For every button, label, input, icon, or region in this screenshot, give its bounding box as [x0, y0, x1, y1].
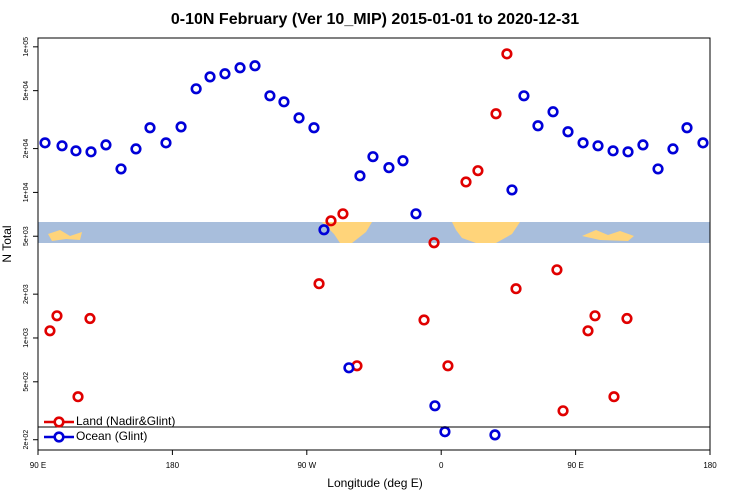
- point: [562, 126, 574, 138]
- point: [337, 208, 349, 220]
- y-tick-label: 1e+05: [23, 37, 30, 57]
- point: [439, 426, 451, 438]
- x-tick-label: 90 E: [30, 461, 46, 470]
- point: [622, 146, 634, 158]
- point: [70, 145, 82, 157]
- point: [490, 108, 502, 120]
- point: [589, 310, 601, 322]
- point: [115, 163, 127, 175]
- point: [667, 143, 679, 155]
- point: [318, 224, 330, 236]
- point: [100, 139, 112, 151]
- x-tick-label: 180: [166, 461, 180, 470]
- point: [343, 362, 355, 374]
- point: [144, 122, 156, 134]
- point: [190, 83, 202, 95]
- point: [510, 283, 522, 295]
- point: [354, 170, 366, 182]
- point: [85, 146, 97, 158]
- point: [652, 163, 664, 175]
- map-land: [582, 230, 634, 241]
- y-tick-label: 1e+03: [23, 328, 30, 348]
- y-tick-label: 5e+02: [23, 372, 30, 392]
- map-land: [48, 230, 82, 241]
- point: [607, 145, 619, 157]
- point: [325, 215, 337, 227]
- point: [130, 143, 142, 155]
- point: [547, 106, 559, 118]
- point: [489, 429, 501, 441]
- point: [442, 360, 454, 372]
- point: [51, 310, 63, 322]
- map-land: [322, 222, 372, 243]
- point: [429, 400, 441, 412]
- point: [577, 137, 589, 149]
- point: [582, 325, 594, 337]
- point: [697, 137, 709, 149]
- point: [608, 391, 620, 403]
- point: [219, 68, 231, 80]
- point: [39, 137, 51, 149]
- point: [204, 71, 216, 83]
- y-tick-label: 2e+02: [23, 430, 30, 450]
- map-land: [452, 222, 520, 243]
- y-tick-label: 5e+04: [23, 81, 30, 101]
- point: [84, 312, 96, 325]
- point: [532, 120, 544, 132]
- point: [308, 122, 320, 134]
- map-ocean: [38, 222, 710, 243]
- plot-frame: [37, 37, 711, 451]
- point: [264, 90, 276, 102]
- map-strip: [38, 222, 710, 243]
- point: [175, 121, 187, 133]
- point: [637, 139, 649, 151]
- x-tick-label: 90 W: [297, 461, 316, 470]
- point: [56, 140, 68, 152]
- x-axis-label: Longitude (deg E): [327, 476, 422, 490]
- point: [501, 48, 513, 60]
- y-tick-label: 5e+03: [23, 226, 30, 246]
- point: [234, 62, 246, 74]
- point: [681, 122, 693, 134]
- point: [418, 314, 430, 326]
- y-tick-label: 1e+04: [23, 182, 30, 202]
- point: [293, 112, 305, 124]
- point: [428, 237, 440, 249]
- legend-label: Ocean (Glint): [76, 429, 147, 443]
- x-tick-label: 180: [703, 461, 717, 470]
- point: [557, 405, 569, 417]
- point: [313, 278, 325, 290]
- legend-label: Land (Nadir&Glint): [76, 414, 175, 428]
- point: [367, 151, 379, 163]
- chart-title: 0-10N February (Ver 10_MIP) 2015-01-01 t…: [171, 11, 579, 28]
- legend-swatch: [53, 431, 65, 443]
- point: [592, 140, 604, 152]
- point: [72, 391, 84, 403]
- point: [506, 184, 518, 196]
- point: [44, 325, 56, 337]
- point: [518, 90, 530, 102]
- x-tick-label: 0: [439, 461, 444, 470]
- point: [472, 165, 484, 177]
- point: [397, 155, 409, 167]
- x-tick-label: 90 E: [567, 461, 583, 470]
- legend-swatch: [53, 416, 65, 428]
- point: [278, 96, 290, 108]
- point: [621, 312, 633, 325]
- y-axis-label: N Total: [0, 225, 14, 262]
- point: [383, 162, 395, 174]
- point: [249, 60, 261, 72]
- y-tick-label: 2e+04: [23, 139, 30, 159]
- point: [410, 208, 422, 220]
- point: [160, 137, 172, 149]
- y-tick-label: 2e+03: [23, 284, 30, 304]
- point: [460, 176, 472, 188]
- point: [551, 264, 563, 276]
